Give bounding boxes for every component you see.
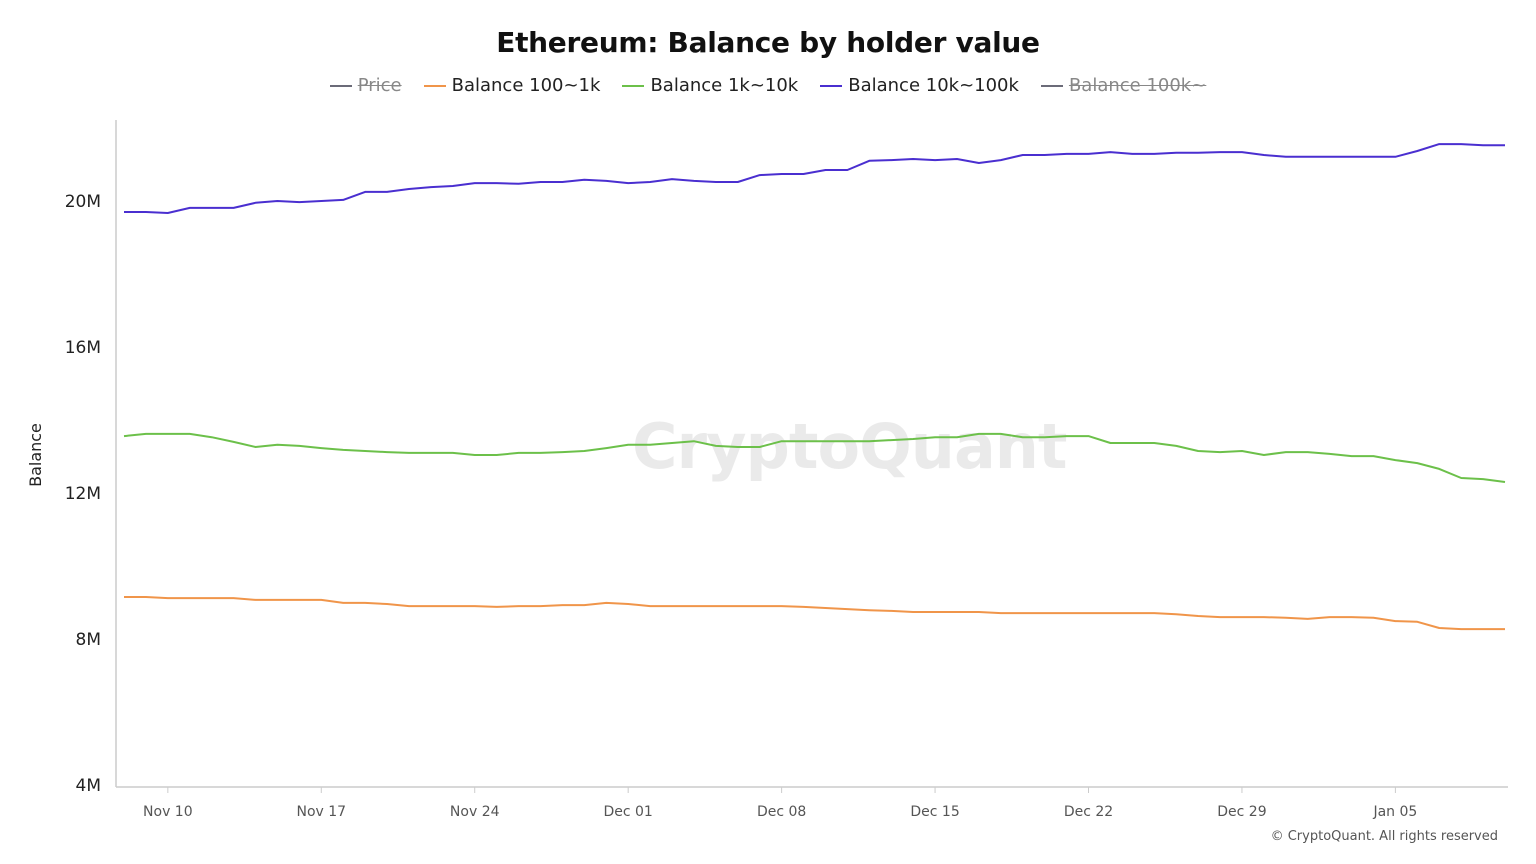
x-tick-label: Dec 29	[1217, 804, 1266, 820]
legend-item-balance-10k-100k[interactable]: Balance 10k~100k	[820, 75, 1019, 96]
watermark: CryptoQuant	[632, 410, 1068, 483]
x-tick-label: Nov 17	[296, 804, 346, 820]
x-tick-label: Jan 05	[1372, 804, 1417, 820]
legend-item-balance-100k[interactable]: Balance 100k~	[1040, 75, 1207, 96]
legend-label: Balance 100k~	[1068, 75, 1207, 96]
x-tick-label: Dec 22	[1064, 804, 1113, 820]
y-tick-label: 20M	[65, 192, 101, 212]
legend-label: Balance 100~1k	[451, 75, 601, 96]
x-tick-label: Dec 15	[910, 804, 959, 820]
legend-swatch	[423, 84, 446, 87]
x-tick-label: Dec 01	[603, 804, 652, 820]
series-line-balance-1k-10k	[123, 432, 1506, 483]
y-axis-label-text: Balance	[26, 423, 45, 487]
y-tick-label: 16M	[65, 338, 101, 358]
legend-label: Price	[357, 75, 402, 96]
y-tick-label: 8M	[76, 630, 101, 650]
legend: Price Balance 100~1k Balance 1k~10k Balance…	[0, 75, 1536, 96]
legend-swatch	[820, 84, 843, 87]
legend-item-price[interactable]: Price	[329, 75, 402, 96]
legend-swatch	[1040, 84, 1063, 87]
legend-swatch	[329, 84, 352, 87]
copyright-footer: © CryptoQuant. All rights reserved	[1270, 829, 1498, 844]
legend-item-balance-1k-10k[interactable]: Balance 1k~10k	[622, 75, 798, 96]
series-line-balance-10k-100k	[124, 143, 1505, 214]
x-tick-label: Dec 08	[757, 804, 806, 820]
legend-item-balance-100-1k[interactable]: Balance 100~1k	[423, 75, 601, 96]
series-line-balance-100-1k	[124, 596, 1505, 631]
legend-label: Balance 10k~100k	[848, 75, 1019, 96]
legend-label: Balance 1k~10k	[650, 75, 799, 96]
x-tick-label: Nov 10	[143, 804, 193, 820]
y-tick-label: 4M	[76, 776, 101, 796]
y-tick-label: 12M	[65, 484, 101, 504]
x-tick-label: Nov 24	[450, 804, 500, 820]
legend-swatch	[622, 84, 645, 87]
chart-title: Ethereum: Balance by holder value	[496, 26, 1040, 59]
